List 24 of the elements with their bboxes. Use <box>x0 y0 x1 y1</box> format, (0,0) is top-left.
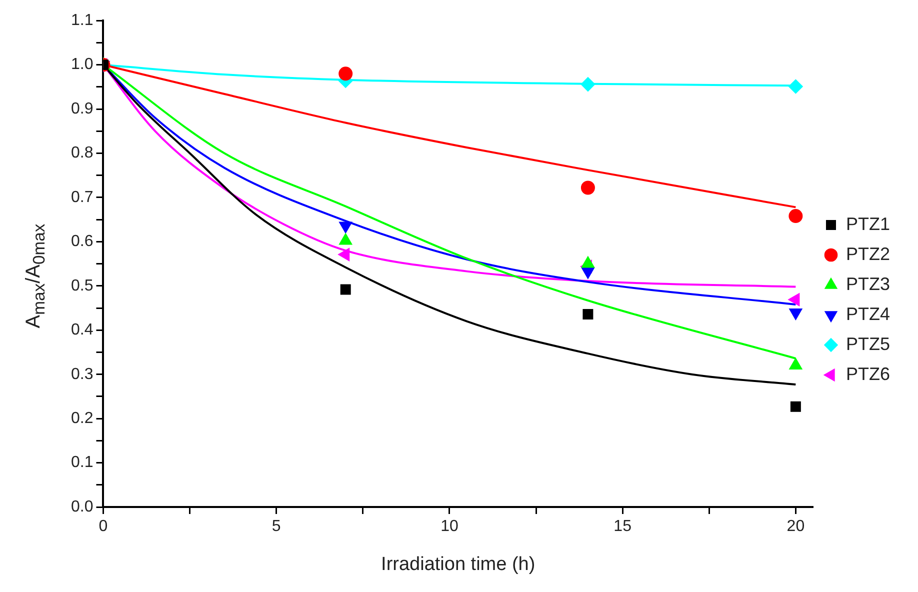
x-tick-label: 20 <box>786 518 805 536</box>
x-tick-label: 10 <box>440 518 458 536</box>
y-tick-label: 0.6 <box>70 233 94 250</box>
legend-label: PTZ5 <box>846 334 890 354</box>
y-tick-label: 0.9 <box>70 100 94 118</box>
y-tick-label: 1.0 <box>70 56 94 74</box>
y-tick-label: 0.5 <box>70 277 94 294</box>
y-tick-label: 0.7 <box>70 188 94 206</box>
y-tick-label: 0.0 <box>70 498 94 516</box>
x-axis-title: Irradiation time (h) <box>381 554 536 575</box>
legend-label: PTZ2 <box>846 244 890 264</box>
y-tick-label: 0.8 <box>70 144 94 162</box>
x-tick-label: 5 <box>272 518 281 536</box>
y-tick-label: 0.3 <box>70 366 94 383</box>
y-tick-label: 0.2 <box>70 410 94 427</box>
x-tick-label: 15 <box>614 518 632 536</box>
legend-label: PTZ4 <box>846 304 890 324</box>
y-tick-label: 0.1 <box>70 454 94 472</box>
y-tick-label: 0.4 <box>70 322 94 339</box>
legend-label: PTZ1 <box>846 214 890 234</box>
y-tick-label: 1.1 <box>70 12 94 30</box>
legend-label: PTZ6 <box>846 364 890 384</box>
legend-label: PTZ3 <box>846 274 890 294</box>
x-tick-label: 0 <box>98 518 108 536</box>
